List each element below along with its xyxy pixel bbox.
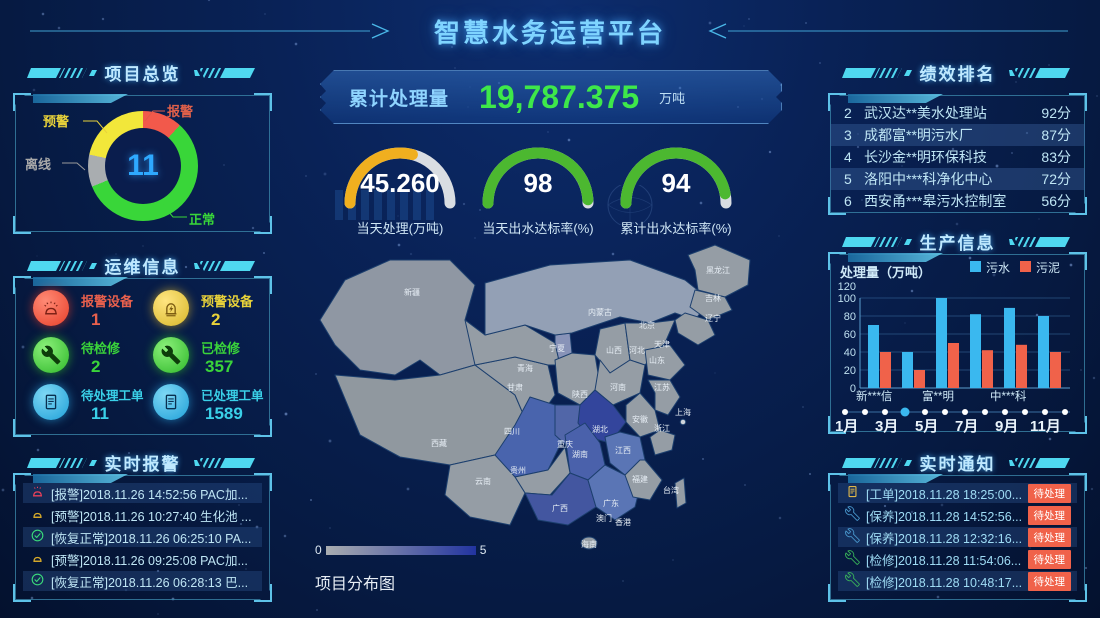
svg-text:山东: 山东 bbox=[649, 355, 665, 365]
svg-text:9月: 9月 bbox=[995, 418, 1018, 434]
svg-text:江西: 江西 bbox=[615, 446, 631, 455]
svg-text:7月: 7月 bbox=[955, 418, 978, 434]
svg-text:天津: 天津 bbox=[654, 339, 670, 349]
svg-text:100: 100 bbox=[838, 293, 856, 305]
svg-text:北京: 北京 bbox=[639, 320, 655, 330]
svg-text:60: 60 bbox=[844, 329, 856, 341]
svg-text:宁夏: 宁夏 bbox=[549, 343, 565, 353]
svg-text:山西: 山西 bbox=[606, 345, 622, 355]
svg-text:40: 40 bbox=[844, 347, 856, 359]
svg-text:陕西: 陕西 bbox=[572, 389, 588, 399]
svg-text:黑龙江: 黑龙江 bbox=[706, 265, 730, 275]
svg-text:台湾: 台湾 bbox=[663, 485, 679, 495]
svg-text:吉林: 吉林 bbox=[705, 293, 721, 303]
svg-text:20: 20 bbox=[844, 365, 856, 377]
svg-text:西藏: 西藏 bbox=[431, 438, 447, 448]
svg-text:湖北: 湖北 bbox=[592, 425, 608, 434]
svg-text:内蒙古: 内蒙古 bbox=[588, 307, 612, 317]
svg-text:海南: 海南 bbox=[581, 539, 597, 549]
svg-text:120: 120 bbox=[838, 281, 856, 293]
svg-text:新疆: 新疆 bbox=[404, 287, 420, 297]
svg-text:河北: 河北 bbox=[629, 345, 645, 355]
svg-text:安徽: 安徽 bbox=[632, 414, 648, 424]
svg-text:贵州: 贵州 bbox=[510, 465, 526, 475]
svg-text:四川: 四川 bbox=[504, 427, 520, 436]
svg-text:甘肃: 甘肃 bbox=[507, 382, 523, 392]
svg-text:上海: 上海 bbox=[675, 407, 691, 417]
svg-text:辽宁: 辽宁 bbox=[705, 313, 721, 323]
svg-text:青海: 青海 bbox=[517, 363, 533, 373]
svg-text:香港: 香港 bbox=[615, 517, 631, 527]
svg-text:重庆: 重庆 bbox=[557, 439, 573, 449]
svg-text:河南: 河南 bbox=[610, 382, 626, 392]
svg-text:澳门: 澳门 bbox=[596, 513, 612, 523]
svg-text:福建: 福建 bbox=[632, 474, 648, 484]
svg-text:5月: 5月 bbox=[915, 418, 938, 434]
svg-text:3月: 3月 bbox=[875, 418, 898, 434]
svg-text:云南: 云南 bbox=[475, 476, 491, 486]
svg-text:江苏: 江苏 bbox=[654, 382, 670, 392]
svg-text:湖南: 湖南 bbox=[572, 449, 588, 459]
svg-text:广东: 广东 bbox=[603, 498, 619, 508]
svg-text:浙江: 浙江 bbox=[654, 423, 670, 433]
svg-text:80: 80 bbox=[844, 311, 856, 323]
svg-text:广西: 广西 bbox=[552, 503, 568, 513]
svg-text:1月: 1月 bbox=[835, 418, 858, 434]
svg-text:11月: 11月 bbox=[1030, 418, 1061, 434]
